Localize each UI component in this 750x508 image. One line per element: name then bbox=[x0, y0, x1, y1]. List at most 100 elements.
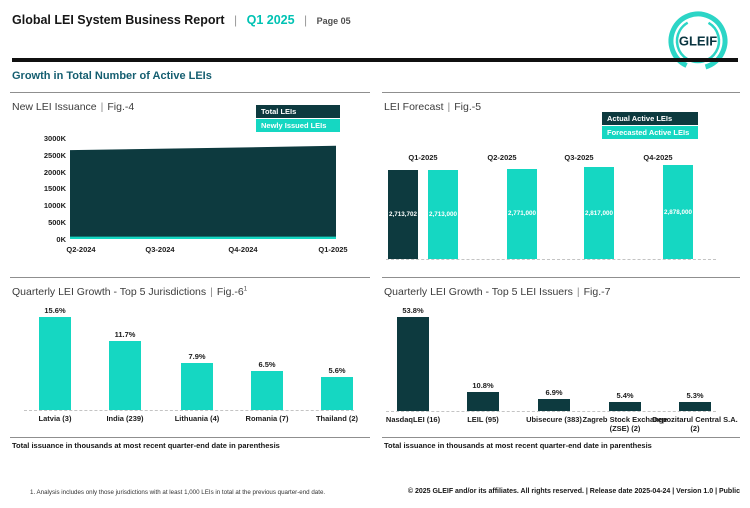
logo-text: GLEIF bbox=[679, 34, 717, 49]
value-bar bbox=[679, 401, 711, 411]
separator: | bbox=[234, 13, 238, 27]
chart-title: Quarterly LEI Growth - Top 5 LEI Issuers… bbox=[384, 286, 610, 298]
fig4-x-axis: Q2-2024 Q3-2024 Q4-2024 Q1-2025 bbox=[66, 245, 347, 257]
chart-title-text: LEI Forecast bbox=[384, 101, 444, 113]
newly-issued-leis-area bbox=[70, 236, 336, 239]
x-axis-tick-label: Q3-2024 bbox=[145, 245, 175, 254]
report-header: Global LEI System Business Report | Q1 2… bbox=[12, 11, 351, 29]
figure-number: Fig.-6 bbox=[216, 286, 244, 298]
total-leis-area bbox=[70, 145, 336, 239]
category-label: NasdaqLEI (16) bbox=[385, 415, 441, 424]
category-label: Q4-2025 bbox=[643, 153, 673, 162]
fig4-area-svg bbox=[70, 145, 336, 239]
category-label: India (239) bbox=[106, 414, 144, 423]
axis-baseline bbox=[386, 259, 716, 260]
footnote-marker: 1 bbox=[243, 286, 248, 293]
axis-baseline bbox=[386, 411, 716, 412]
y-axis-tick-label: 1500K bbox=[43, 184, 66, 194]
fig7-plot: 53.8% NasdaqLEI (16) 10.8% LEIL (95) 6.9% Ubi… bbox=[382, 278, 740, 437]
value-bar bbox=[181, 363, 213, 410]
x-axis-tick-label: Q2-2024 bbox=[66, 245, 96, 254]
title-separator: | bbox=[447, 101, 451, 113]
category-label: Q2-2025 bbox=[487, 153, 517, 162]
bar-value-label: 5.4% bbox=[616, 390, 634, 400]
fig6-plot: 15.6% Latvia (3) 11.7% India (239) 7.9% Lithu… bbox=[10, 278, 370, 437]
report-title: Global LEI System Business Report bbox=[12, 13, 225, 27]
gleif-logo-icon: GLEIF bbox=[668, 11, 728, 71]
value-bar bbox=[109, 340, 141, 410]
report-period: Q1 2025 bbox=[246, 13, 295, 27]
bar-value-label: 11.7% bbox=[114, 329, 136, 339]
analysis-footnote: 1. Analysis includes only those jurisdic… bbox=[30, 489, 326, 496]
section-divider bbox=[12, 58, 738, 62]
logo-ring-outer bbox=[668, 11, 728, 71]
category-label: Latvia (3) bbox=[38, 414, 72, 423]
chart-title-text: Quarterly LEI Growth - Top 5 Jurisdictio… bbox=[12, 286, 207, 298]
fig5-legend: Actual Active LEIs Forecasted Active LEI… bbox=[602, 112, 698, 140]
y-axis-tick-label: 1000K bbox=[43, 201, 66, 211]
fig4-y-axis: 3000K 2500K 2000K 1500K 1000K 500K 0K bbox=[18, 134, 66, 246]
bar-value-label: 5.3% bbox=[686, 390, 704, 400]
chart-title: LEI Forecast | Fig.-5 bbox=[384, 101, 481, 113]
forecasted-active-leis-bar: 2,771,000 bbox=[507, 168, 537, 259]
axis-baseline bbox=[24, 410, 354, 411]
category-label: Q1-2025 bbox=[408, 153, 438, 162]
legend-item-total-leis: Total LEIs bbox=[256, 105, 340, 118]
bar-value-label: 2,878,000 bbox=[663, 208, 692, 216]
y-axis-tick-label: 2500K bbox=[43, 150, 66, 160]
title-separator: | bbox=[210, 286, 213, 298]
fig4-plot bbox=[70, 138, 336, 239]
bar-value-label: 5.6% bbox=[328, 365, 346, 375]
value-bar bbox=[538, 398, 570, 411]
fig5-plot: Q1-2025 2,713,702 2,713,000 Q2-2025 2,771,00… bbox=[382, 93, 740, 277]
value-bar bbox=[39, 317, 71, 410]
bar-value-label: 15.6% bbox=[44, 306, 66, 316]
actual-active-leis-bar: 2,713,702 bbox=[388, 170, 418, 259]
category-label: Lithuania (4) bbox=[174, 414, 220, 423]
x-axis-tick-label: Q1-2025 bbox=[318, 245, 348, 254]
bar-value-label: 6.9% bbox=[545, 387, 563, 397]
bar-value-label: 10.8% bbox=[472, 381, 494, 391]
title-separator: | bbox=[100, 101, 104, 113]
fig4-legend: Total LEIs Newly Issued LEIs bbox=[256, 105, 340, 133]
y-axis-tick-label: 0K bbox=[56, 234, 66, 244]
x-axis-tick-label: Q4-2024 bbox=[228, 245, 258, 254]
figure-number: Fig.-7 bbox=[583, 286, 611, 298]
category-label: Q3-2025 bbox=[564, 153, 594, 162]
legend-item-newly-issued-leis: Newly Issued LEIs bbox=[256, 119, 340, 132]
section-title: Growth in Total Number of Active LEIs bbox=[12, 70, 212, 82]
category-label: Depozitarul Central S.A. (2) bbox=[652, 415, 738, 433]
value-bar bbox=[609, 401, 641, 411]
forecasted-active-leis-bar: 2,713,000 bbox=[428, 170, 458, 259]
category-label: LEIL (95) bbox=[467, 415, 499, 424]
panel-top5-lei-issuers: Quarterly LEI Growth - Top 5 LEI Issuers… bbox=[382, 277, 740, 438]
forecasted-active-leis-bar: 2,817,000 bbox=[584, 167, 614, 259]
fig7-footnote: Total issuance in thousands at most rece… bbox=[384, 441, 652, 450]
y-axis-tick-label: 2000K bbox=[43, 167, 66, 177]
value-bar bbox=[321, 376, 353, 410]
legend-item-forecasted-active-leis: Forecasted Active LEIs bbox=[602, 126, 698, 139]
value-bar bbox=[467, 392, 499, 411]
y-axis-tick-label: 3000K bbox=[43, 134, 66, 143]
panel-new-lei-issuance: New LEI Issuance | Fig.-4 Total LEIs Newly… bbox=[10, 92, 370, 277]
chart-title-text: Quarterly LEI Growth - Top 5 LEI Issuers bbox=[384, 286, 573, 298]
category-label: Romania (7) bbox=[245, 414, 289, 423]
bar-value-label: 53.8% bbox=[402, 306, 424, 315]
copyright-line: © 2025 GLEIF and/or its affiliates. All … bbox=[407, 488, 740, 495]
bar-value-label: 2,771,000 bbox=[507, 210, 536, 218]
value-bar bbox=[251, 371, 283, 410]
panel-lei-forecast: LEI Forecast | Fig.-5 Actual Active LEIs F… bbox=[382, 92, 740, 277]
category-label: Ubisecure (383) bbox=[526, 415, 582, 424]
separator: | bbox=[304, 13, 308, 27]
chart-title-text: New LEI Issuance bbox=[12, 101, 97, 113]
panel-top5-jurisdictions: Quarterly LEI Growth - Top 5 Jurisdictio… bbox=[10, 277, 370, 438]
bar-value-label: 6.5% bbox=[258, 360, 276, 370]
value-bar bbox=[397, 317, 429, 411]
legend-item-actual-active-leis: Actual Active LEIs bbox=[602, 112, 698, 125]
bar-value-label: 7.9% bbox=[188, 352, 206, 362]
page-number: Page 05 bbox=[316, 16, 351, 26]
forecasted-active-leis-bar: 2,878,000 bbox=[663, 165, 693, 259]
chart-title: New LEI Issuance | Fig.-4 bbox=[12, 101, 134, 113]
bar-value-label: 2,713,000 bbox=[428, 211, 457, 219]
